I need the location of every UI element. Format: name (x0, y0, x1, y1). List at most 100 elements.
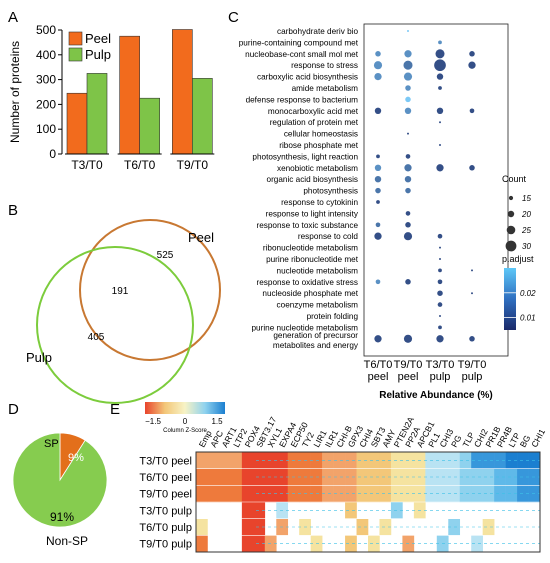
dot-point (376, 154, 380, 159)
heatmap-cell (379, 485, 392, 503)
dot-point (438, 268, 442, 273)
heatmap-row-label: T6/T0 pulp (139, 522, 192, 534)
go-term-label: purine ribonucleotide met (266, 255, 359, 264)
heatmap-cell (207, 485, 220, 503)
go-term-label: response to cytokinin (281, 198, 358, 207)
dot-point (374, 232, 382, 240)
go-term-label: photosynthesis, light reaction (252, 152, 358, 161)
dot-point (404, 164, 412, 172)
go-term-label: coenzyme metabolism (277, 301, 359, 310)
dot-point (469, 165, 475, 171)
count-legend-dot (508, 195, 514, 201)
dot-point (437, 290, 443, 296)
dot-point (403, 72, 413, 81)
heatmap-cell (253, 468, 266, 486)
heatmap-cell (345, 502, 357, 519)
dot-point (436, 107, 444, 115)
go-term-label: response to stress (291, 61, 358, 70)
count-legend-label: 30 (522, 242, 531, 251)
dot-plot-x-tick-label: T3/T0 (426, 359, 455, 371)
dot-plot-x-tick-label: T9/T0 (458, 359, 487, 371)
go-term-label: generation of precursor (273, 331, 358, 340)
z-score-colorbar (145, 402, 225, 414)
panel-label-b: B (8, 202, 18, 219)
heatmap-cell (207, 468, 220, 486)
heatmap-cell (345, 535, 357, 553)
count-legend-dot (507, 210, 515, 218)
z-score-legend-title: Column Z-Score (163, 428, 207, 434)
count-legend-label: 25 (521, 226, 531, 235)
panel-label-e: E (110, 401, 120, 418)
go-term-label: response to cold (298, 232, 359, 241)
p-adjust-colorbar (504, 268, 516, 330)
dot-point (437, 302, 443, 307)
dot-plot-x-tick-label: peel (398, 371, 419, 383)
heatmap-cell (196, 485, 208, 503)
venn-count-pulp-only: 405 (88, 332, 105, 343)
heatmap-row-label: T9/T0 pulp (139, 539, 192, 551)
go-term-label: metabolites and energy (273, 341, 359, 350)
heatmap-cell (356, 452, 369, 469)
dot-point (403, 60, 413, 70)
bar-pulp-1 (86, 73, 108, 155)
venn-count-peel-only: 525 (157, 250, 174, 261)
go-term-label: monocarboxylic acid met (268, 107, 359, 116)
heatmap-row-label: T3/T0 pulp (139, 505, 192, 517)
heatmap-cell (482, 468, 495, 486)
dot-point (404, 50, 412, 58)
heatmap-cell (241, 452, 254, 469)
heatmap-row-label: T9/T0 peel (139, 489, 192, 501)
go-term-label: cellular homeostasis (284, 130, 358, 139)
dot-point (468, 61, 476, 69)
pie-label-non-sp: Non-SP (46, 534, 88, 548)
heatmap-cell (241, 535, 254, 553)
heatmap-cell (218, 452, 231, 469)
dot-point (376, 200, 380, 204)
panel-label-d: D (8, 401, 19, 418)
go-term-label: purine-containing compound met (239, 38, 359, 47)
heatmap-cell (356, 485, 369, 503)
dot-point (375, 222, 381, 228)
heatmap-cell (345, 452, 357, 469)
bar-pulp-3 (192, 78, 213, 155)
dot-point (436, 164, 444, 172)
heatmap-cell (253, 502, 266, 519)
dot-point (374, 164, 382, 171)
go-term-label: response to toxic substance (257, 221, 359, 230)
go-term-label: nucleoside phosphate met (262, 289, 358, 298)
heatmap-cell (471, 468, 483, 486)
heatmap-row-label: T6/T0 peel (139, 472, 192, 484)
p-adjust-legend-title: p.adjust (502, 254, 534, 264)
dot-point (438, 325, 442, 330)
heatmap-cell (494, 485, 506, 503)
dot-point (405, 187, 411, 194)
legend-label-pulp: Pulp (85, 47, 111, 62)
z-score-tick-label: 0 (183, 417, 188, 426)
dot-plot-x-axis-label: Relative Abundance (%) (379, 390, 493, 401)
dot-plot-x-tick-label: pulp (430, 371, 451, 383)
dot-plot: carbohydrate deriv bio purine-containing … (239, 23, 536, 401)
go-term-label: ribonucleotide metabolism (263, 244, 358, 253)
heatmap-cell (505, 452, 518, 469)
bar-chart-category-label: T6/T0 (124, 158, 156, 172)
bar-peel-2 (119, 35, 140, 155)
heatmap-cell (196, 518, 208, 536)
heatmap-cell (379, 452, 392, 469)
heatmap-cell (368, 535, 380, 553)
go-term-label: defense response to bacterium (246, 95, 359, 104)
dot-point (436, 335, 444, 343)
dot-point (439, 144, 441, 146)
heatmap-cell (459, 452, 472, 469)
count-legend-dot (505, 240, 517, 252)
heatmap-cell (356, 468, 369, 486)
dot-point (436, 73, 444, 80)
bar-chart-y-tick-label: 400 (36, 48, 56, 62)
dot-point (407, 30, 409, 32)
dot-point (471, 269, 473, 272)
pie-value-sp: 9% (68, 452, 84, 464)
heatmap-cell (471, 485, 483, 503)
bar-chart-y-tick-label: 100 (36, 122, 56, 136)
heatmap-cell (196, 452, 208, 469)
go-term-label: response to light intensity (266, 209, 359, 218)
dot-point (375, 187, 381, 194)
